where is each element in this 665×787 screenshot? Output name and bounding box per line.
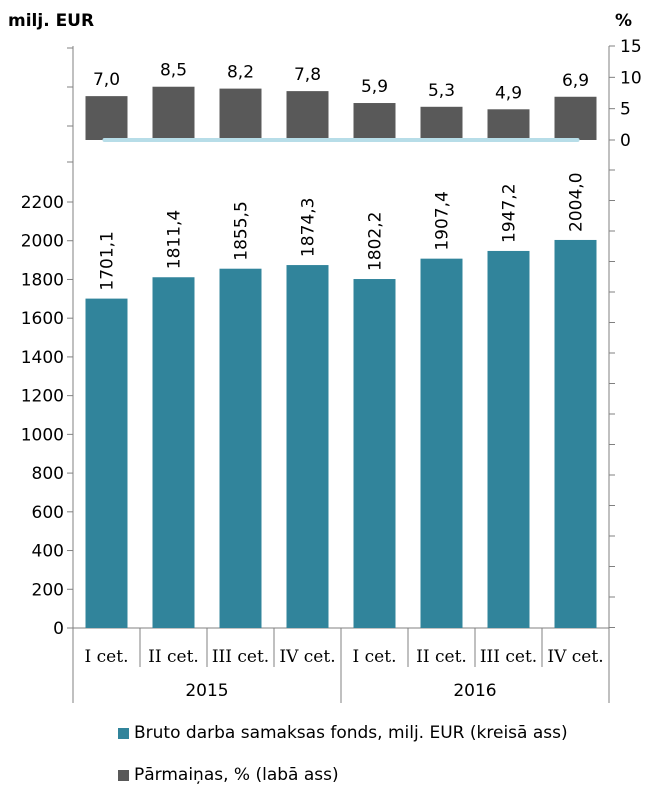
right-tick-label: 5: [620, 100, 631, 120]
fund-data-label: 1947,2: [500, 183, 520, 242]
category-label: III cet.: [480, 647, 537, 667]
left-tick-label: 400: [32, 542, 64, 562]
left-tick-label: 0: [53, 619, 64, 639]
category-label: I cet.: [85, 647, 129, 667]
fund-data-label: 1874,3: [299, 198, 319, 257]
change-data-label: 7,0: [93, 70, 120, 90]
left-axis-title: milj. EUR: [8, 11, 94, 31]
legend-label-change: Pārmaiņas, % (labā ass): [134, 765, 339, 785]
left-tick-label: 1600: [21, 309, 64, 329]
axes: 0 200 400 600 800 1000 1200 1400 1600 1800 2000 220…: [21, 37, 642, 703]
fund-data-label: 1802,2: [366, 212, 386, 271]
labels: 1701,1 1811,4 1855,5 1874,3 1802,2 1907,4 1947…: [93, 61, 589, 291]
year-label: 2016: [453, 681, 496, 701]
fund-bar: [353, 279, 396, 628]
year-label: 2015: [185, 681, 228, 701]
fund-data-label: 1811,4: [165, 210, 185, 269]
change-bar: [420, 106, 463, 140]
change-bar: [487, 109, 530, 140]
fund-data-label: 1701,1: [98, 231, 118, 290]
category-label: IV cet.: [279, 647, 335, 667]
fund-data-label: 1907,4: [433, 191, 453, 250]
fund-bar: [487, 250, 530, 628]
change-data-label: 4,9: [495, 83, 522, 103]
change-bar: [353, 103, 396, 140]
bars: [85, 86, 597, 628]
change-data-label: 5,3: [428, 81, 455, 101]
change-bar: [286, 91, 329, 140]
category-label: IV cet.: [547, 647, 603, 667]
fund-data-label: 1855,5: [232, 201, 252, 260]
change-bar: [554, 96, 597, 140]
left-tick-label: 2200: [21, 193, 64, 213]
change-data-label: 6,9: [562, 71, 589, 91]
change-data-label: 5,9: [361, 77, 388, 97]
left-tick-label: 200: [32, 580, 64, 600]
change-data-label: 8,5: [160, 61, 187, 81]
left-tick-label: 1000: [21, 425, 64, 445]
change-data-label: 7,8: [294, 65, 321, 85]
fund-bar: [286, 265, 329, 628]
left-tick-label: 1200: [21, 387, 64, 407]
fund-bar: [152, 277, 195, 628]
category-label: III cet.: [212, 647, 269, 667]
change-bar: [152, 86, 195, 140]
fund-data-label: 2004,0: [567, 172, 587, 231]
legend-swatch-fund: [118, 727, 129, 739]
left-tick-label: 1800: [21, 270, 64, 290]
left-tick-label: 800: [32, 464, 64, 484]
right-axis-title: %: [615, 11, 632, 31]
category-label: I cet.: [353, 647, 397, 667]
left-tick-label: 1400: [21, 348, 64, 368]
legend-label-fund: Bruto darba samaksas fonds, milj. EUR (k…: [134, 723, 568, 743]
fund-bar: [219, 268, 262, 628]
legend-item-fund: Bruto darba samaksas fonds, milj. EUR (k…: [118, 723, 568, 743]
category-label: II cet.: [148, 647, 199, 667]
fund-bar: [85, 298, 128, 628]
legend-item-change: Pārmaiņas, % (labā ass): [118, 765, 339, 785]
change-data-label: 8,2: [227, 63, 254, 83]
left-tick-label: 2000: [21, 232, 64, 252]
left-tick-label: 600: [32, 503, 64, 523]
right-tick-label: 0: [620, 131, 631, 151]
right-tick-label: 15: [620, 37, 642, 57]
fund-bar: [554, 239, 597, 628]
legend-swatch-change: [118, 769, 129, 781]
change-bar: [85, 96, 128, 140]
change-bar: [219, 88, 262, 140]
fund-bar: [420, 258, 463, 628]
right-tick-label: 10: [620, 68, 642, 88]
category-label: II cet.: [416, 647, 467, 667]
